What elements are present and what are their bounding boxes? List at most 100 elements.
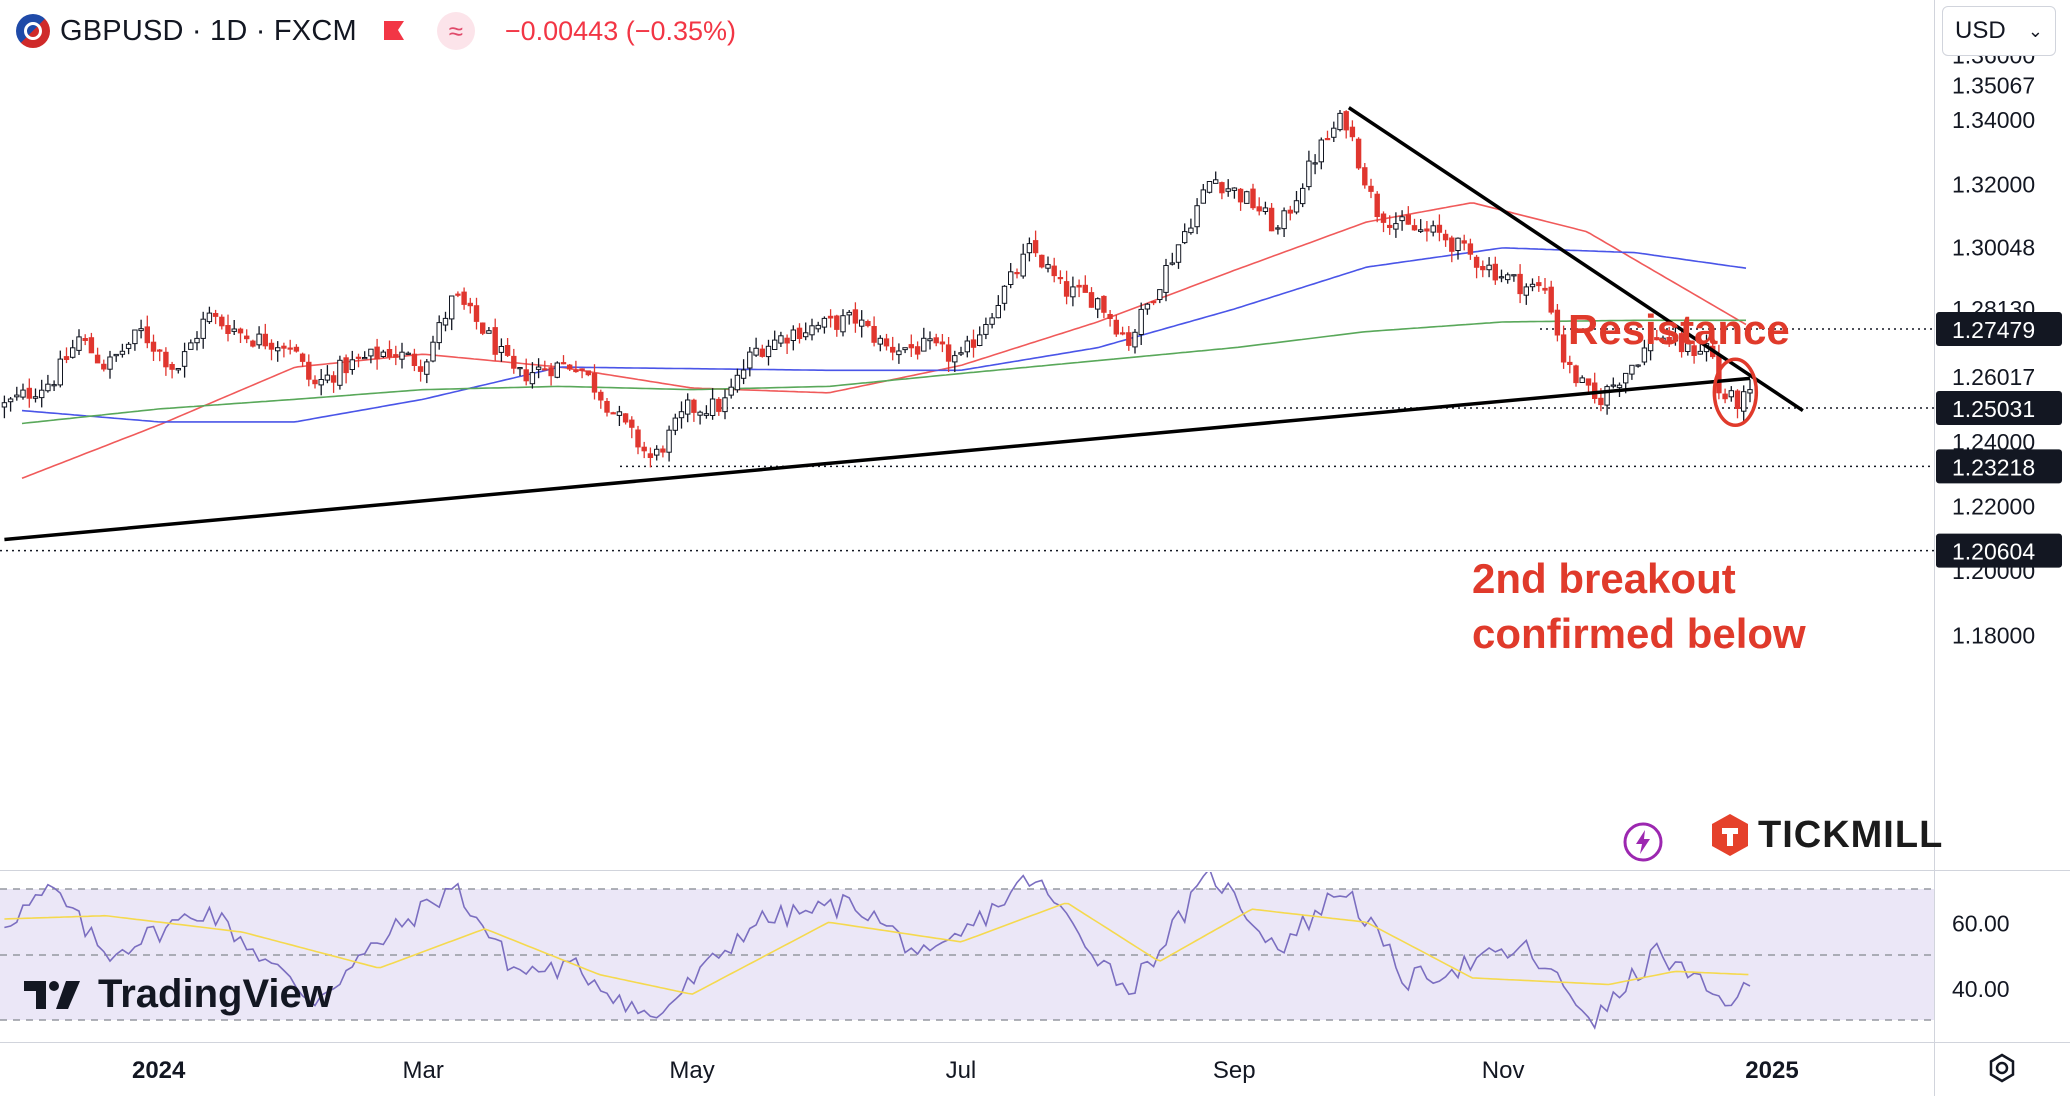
- candle[interactable]: [355, 353, 362, 368]
- candle[interactable]: [1020, 243, 1026, 279]
- candle[interactable]: [1095, 297, 1101, 319]
- candle[interactable]: [299, 352, 306, 367]
- candle[interactable]: [1200, 184, 1206, 204]
- candle[interactable]: [1492, 256, 1498, 285]
- candle[interactable]: [927, 331, 933, 350]
- candle[interactable]: [430, 335, 436, 363]
- candle[interactable]: [20, 383, 26, 400]
- candle[interactable]: [194, 331, 200, 351]
- candle[interactable]: [1026, 237, 1033, 262]
- candle[interactable]: [70, 339, 76, 359]
- candle[interactable]: [952, 350, 958, 372]
- candle[interactable]: [480, 322, 486, 336]
- candle[interactable]: [119, 343, 126, 358]
- candle[interactable]: [1219, 181, 1225, 200]
- candle[interactable]: [1163, 258, 1169, 302]
- candle[interactable]: [45, 374, 51, 393]
- candle[interactable]: [281, 342, 287, 358]
- candle[interactable]: [1542, 278, 1548, 294]
- candle[interactable]: [1654, 329, 1660, 341]
- candle[interactable]: [685, 393, 691, 423]
- candle[interactable]: [262, 323, 269, 350]
- candle[interactable]: [449, 295, 455, 331]
- candle[interactable]: [591, 364, 598, 400]
- candle[interactable]: [641, 441, 647, 459]
- candle[interactable]: [1268, 203, 1275, 232]
- candle[interactable]: [890, 336, 896, 361]
- candle[interactable]: [1498, 269, 1505, 283]
- candle[interactable]: [579, 368, 585, 379]
- candle[interactable]: [1001, 285, 1008, 311]
- candle[interactable]: [616, 405, 623, 426]
- candle[interactable]: [1517, 264, 1523, 304]
- candle[interactable]: [486, 327, 492, 334]
- candle[interactable]: [734, 368, 741, 393]
- candle[interactable]: [399, 342, 405, 369]
- candle[interactable]: [492, 318, 498, 361]
- candle[interactable]: [1039, 254, 1045, 269]
- candle[interactable]: [1206, 181, 1213, 194]
- candle[interactable]: [1355, 137, 1362, 170]
- candle[interactable]: [1666, 326, 1672, 347]
- candle[interactable]: [324, 365, 331, 384]
- candle[interactable]: [1728, 386, 1734, 402]
- candle[interactable]: [784, 334, 790, 355]
- candle[interactable]: [337, 355, 343, 390]
- candle[interactable]: [442, 311, 449, 332]
- candle[interactable]: [150, 334, 157, 361]
- candle[interactable]: [1213, 171, 1219, 184]
- candle[interactable]: [473, 297, 480, 330]
- candle[interactable]: [411, 348, 418, 372]
- candle[interactable]: [852, 302, 859, 333]
- candle[interactable]: [181, 342, 188, 378]
- candle[interactable]: [859, 310, 865, 338]
- candle[interactable]: [585, 370, 591, 377]
- candle[interactable]: [1734, 389, 1741, 419]
- candle[interactable]: [759, 344, 765, 358]
- candle[interactable]: [703, 405, 710, 419]
- candle[interactable]: [1076, 279, 1082, 298]
- candle[interactable]: [268, 339, 275, 361]
- candle[interactable]: [1331, 121, 1337, 142]
- candle[interactable]: [200, 311, 206, 349]
- candle[interactable]: [827, 309, 834, 328]
- candle[interactable]: [1554, 304, 1561, 342]
- candle[interactable]: [368, 348, 374, 364]
- currency-select[interactable]: USD ⌄: [1942, 6, 2056, 56]
- candle[interactable]: [1349, 120, 1356, 142]
- candle[interactable]: [1747, 379, 1753, 403]
- candle[interactable]: [871, 316, 877, 347]
- candle[interactable]: [1312, 154, 1318, 175]
- candle[interactable]: [1063, 270, 1070, 305]
- candle[interactable]: [1343, 110, 1349, 139]
- candle[interactable]: [1, 395, 8, 419]
- candle[interactable]: [865, 319, 871, 328]
- candle[interactable]: [1324, 130, 1331, 141]
- candle[interactable]: [107, 350, 113, 379]
- candle[interactable]: [275, 341, 281, 362]
- candle[interactable]: [883, 333, 890, 351]
- candle[interactable]: [983, 317, 989, 340]
- candle[interactable]: [1318, 137, 1324, 170]
- candle[interactable]: [778, 331, 784, 347]
- candle[interactable]: [989, 313, 995, 329]
- candle[interactable]: [958, 346, 964, 356]
- flag-marker-icon[interactable]: [381, 18, 407, 44]
- candle[interactable]: [1424, 221, 1430, 242]
- candle[interactable]: [598, 389, 604, 409]
- candle[interactable]: [896, 343, 902, 364]
- candle[interactable]: [132, 329, 138, 351]
- candle[interactable]: [1592, 372, 1598, 404]
- candle[interactable]: [1300, 183, 1306, 208]
- candle[interactable]: [374, 338, 380, 370]
- candle[interactable]: [169, 361, 175, 379]
- candle[interactable]: [691, 398, 697, 422]
- candle[interactable]: [1573, 364, 1579, 387]
- candle[interactable]: [1672, 325, 1679, 346]
- candle[interactable]: [244, 329, 250, 344]
- candle[interactable]: [1660, 335, 1666, 344]
- candle[interactable]: [660, 445, 666, 458]
- candle[interactable]: [753, 337, 759, 357]
- candle[interactable]: [157, 349, 163, 362]
- candle[interactable]: [504, 338, 511, 357]
